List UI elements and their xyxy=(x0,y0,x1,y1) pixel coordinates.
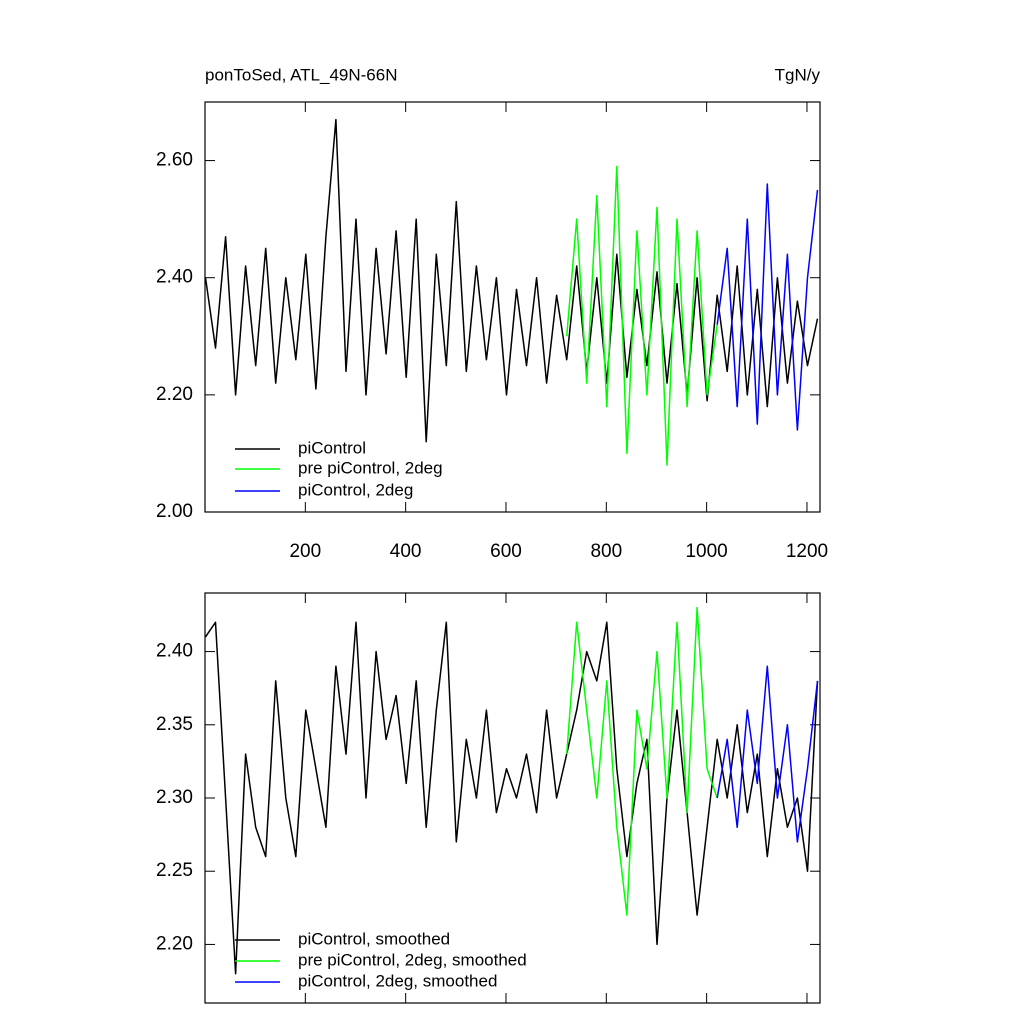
legend-label: piControl xyxy=(298,438,366,457)
legend-label: pre piControl, 2deg, smoothed xyxy=(298,950,527,969)
y-tick-label: 2.20 xyxy=(156,384,193,405)
y-tick-label: 2.35 xyxy=(156,714,193,735)
y-tick-label: 2.40 xyxy=(156,641,193,662)
series-line xyxy=(565,165,718,466)
x-tick-label: 1000 xyxy=(685,541,727,562)
panel: 2.00 2.20 2.40 2.60 200 400 600 800 1000 1200 piCo… xyxy=(156,65,828,562)
panel: 2.20 2.25 2.30 2.35 2.40 piControl, smoothed p… xyxy=(156,592,821,1004)
series-line xyxy=(204,118,819,443)
x-tick-label: 200 xyxy=(289,541,321,562)
plot-frame xyxy=(204,592,821,1004)
series-line xyxy=(716,183,819,431)
y-tick-label: 2.60 xyxy=(156,150,193,171)
chart-title: ponToSed, ATL_49N-66N xyxy=(205,65,397,84)
y-tick-label: 2.40 xyxy=(156,267,193,288)
x-tick-label: 1200 xyxy=(786,541,828,562)
series-line xyxy=(204,621,819,975)
legend-label: piControl, 2deg xyxy=(298,480,413,499)
series-line xyxy=(565,606,718,916)
y-tick-label: 2.00 xyxy=(156,501,193,522)
x-tick-label: 800 xyxy=(590,541,622,562)
plot-frame xyxy=(204,101,821,513)
units-label: TgN/y xyxy=(775,65,821,84)
x-tick-label: 400 xyxy=(390,541,422,562)
y-tick-label: 2.30 xyxy=(156,787,193,808)
x-tick-label: 600 xyxy=(490,541,522,562)
legend-label: pre piControl, 2deg xyxy=(298,458,443,477)
legend-label: piControl, smoothed xyxy=(298,929,450,948)
y-tick-label: 2.20 xyxy=(156,933,193,954)
legend-label: piControl, 2deg, smoothed xyxy=(298,971,497,990)
series-line xyxy=(716,665,819,843)
y-tick-label: 2.25 xyxy=(156,860,193,881)
